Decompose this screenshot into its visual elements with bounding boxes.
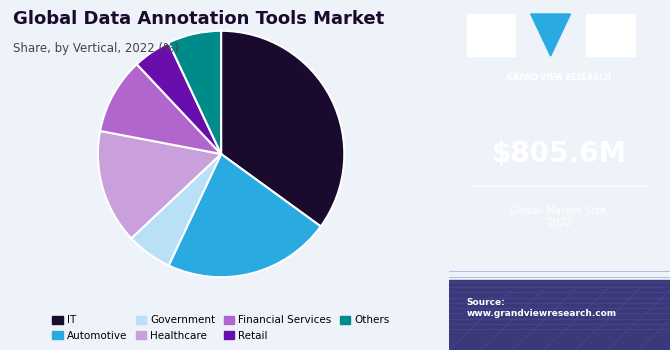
Wedge shape bbox=[98, 131, 221, 238]
Text: Global Data Annotation Tools Market: Global Data Annotation Tools Market bbox=[13, 10, 385, 28]
Text: Source:
www.grandviewresearch.com: Source: www.grandviewresearch.com bbox=[466, 298, 616, 318]
Text: $805.6M: $805.6M bbox=[492, 140, 627, 168]
Text: Global Market Size,
2022: Global Market Size, 2022 bbox=[509, 206, 610, 228]
Polygon shape bbox=[531, 14, 571, 56]
FancyBboxPatch shape bbox=[466, 14, 515, 56]
Wedge shape bbox=[169, 31, 221, 154]
Wedge shape bbox=[221, 31, 344, 226]
Text: GRAND VIEW RESEARCH: GRAND VIEW RESEARCH bbox=[507, 72, 612, 82]
FancyBboxPatch shape bbox=[586, 14, 634, 56]
Wedge shape bbox=[137, 43, 221, 154]
Wedge shape bbox=[131, 154, 221, 265]
Wedge shape bbox=[169, 154, 321, 277]
Bar bbox=[449, 280, 670, 350]
Legend: IT, Automotive, Government, Healthcare, Financial Services, Retail, Others: IT, Automotive, Government, Healthcare, … bbox=[48, 311, 394, 345]
Text: Share, by Vertical, 2022 (%): Share, by Vertical, 2022 (%) bbox=[13, 42, 180, 55]
Wedge shape bbox=[100, 64, 221, 154]
